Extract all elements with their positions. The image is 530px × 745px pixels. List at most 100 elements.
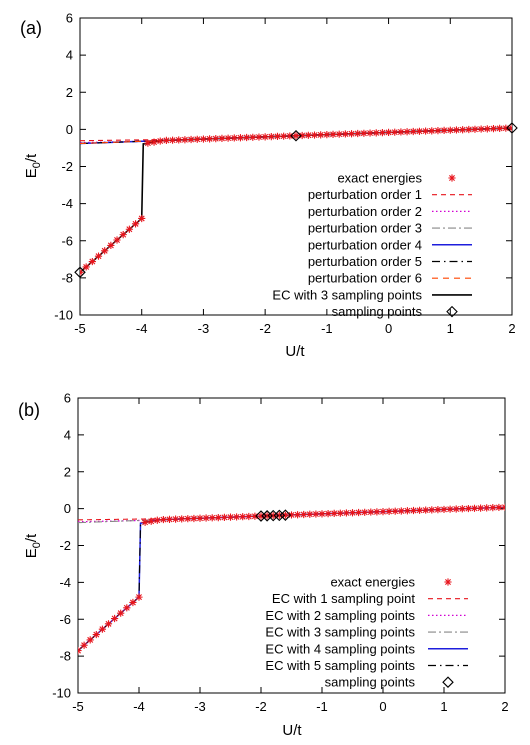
exact-energy-point <box>495 503 503 512</box>
exact-energy-point <box>348 509 357 517</box>
exact-energy-point <box>230 134 238 142</box>
exact-energy-point <box>324 510 332 518</box>
sampling-point <box>290 129 302 142</box>
exact-energy-point <box>286 132 294 140</box>
exact-energy-point <box>190 514 198 523</box>
exact-energy-point <box>165 515 174 523</box>
exact-energy-point <box>440 126 448 135</box>
exact-energy-point <box>141 518 149 526</box>
exact-energy-point <box>113 236 121 244</box>
exact-energy-point <box>342 509 350 517</box>
exact-energy-point <box>312 510 320 518</box>
exact-energy-point <box>385 507 393 516</box>
exact-energy-point <box>496 124 504 133</box>
x-tick-label: -3 <box>198 321 210 336</box>
legend-entry: perturbation order 3 <box>308 221 472 236</box>
exact-energy-point <box>208 514 216 522</box>
exact-energy-point <box>212 135 220 143</box>
exact-energy-point <box>415 127 424 135</box>
y-axis-label-subscript: 0 <box>31 542 43 548</box>
exact-energy-point <box>367 508 375 516</box>
exact-energy-point <box>446 126 454 134</box>
exact-energy-point <box>273 132 282 141</box>
y-tick-label: -4 <box>61 196 73 211</box>
exact-energy-point <box>239 513 247 521</box>
legend-entry: perturbation order 1 <box>308 187 472 202</box>
y-tick-label: 4 <box>64 427 71 442</box>
exact-energy-point <box>397 507 405 515</box>
legend-entry: exact energies <box>330 575 452 590</box>
exact-energy-point <box>245 512 253 521</box>
x-tick-label: 0 <box>379 699 386 714</box>
exact-energy-point <box>489 125 498 133</box>
exact-energy-point <box>178 515 186 523</box>
x-axis-label: U/t <box>285 343 305 360</box>
exact-energy-point <box>92 630 100 639</box>
exact-energy-point <box>355 508 363 517</box>
exact-energy-point <box>187 135 195 144</box>
legend-label: sampling points <box>332 304 423 319</box>
x-axis-label: U/t <box>282 722 302 739</box>
legend-entry: EC with 3 sampling points <box>272 287 472 302</box>
legend-entry: EC with 1 sampling point <box>272 591 468 606</box>
exact-energy-point <box>422 127 430 135</box>
exact-energy-point <box>202 514 210 522</box>
y-tick-label: 6 <box>64 391 71 406</box>
exact-energy-point <box>470 504 479 512</box>
x-tick-label: -5 <box>74 321 86 336</box>
sampling-point <box>261 510 273 522</box>
exact-energy-point <box>280 132 288 140</box>
chart-panel-a: (a)-5 -4 -3 -2 -1 0 1 2-10-8-6-4-20246U/tE0/tex… <box>20 11 518 360</box>
exact-energy-point <box>236 134 245 142</box>
exact-energy-point <box>318 510 326 518</box>
series-line <box>80 127 512 273</box>
chart-panel-b: (b)-5 -4 -3 -2 -1 0 1 2-10-8-6-4-20246U/tE0/tex… <box>18 391 509 740</box>
exact-energy-point <box>129 598 137 607</box>
y-axis-label: E0/t <box>23 153 43 178</box>
y-tick-label: 2 <box>66 85 73 100</box>
sampling-point <box>279 509 292 521</box>
exact-energy-point <box>471 125 479 133</box>
exact-energy-point <box>287 511 296 519</box>
exact-energy-point <box>347 130 356 138</box>
legend-entry: EC with 3 sampling points <box>265 625 468 640</box>
x-tick-label: 2 <box>508 321 515 336</box>
y-tick-label: -10 <box>54 308 73 323</box>
exact-energy-point <box>267 133 275 141</box>
x-tick-label: -5 <box>72 699 84 714</box>
x-tick-label: -4 <box>136 321 148 336</box>
sampling-point <box>273 509 286 522</box>
exact-energy-point <box>196 514 204 522</box>
exact-energy-point <box>184 515 192 523</box>
y-tick-label: -6 <box>61 233 73 248</box>
exact-energy-point <box>220 513 228 521</box>
exact-energy-point <box>446 505 454 513</box>
exact-energy-point <box>257 512 265 520</box>
exact-energy-point <box>153 516 161 524</box>
exact-energy-point <box>233 513 241 521</box>
exact-energy-point <box>175 136 183 144</box>
x-tick-label: -3 <box>194 699 206 714</box>
exact-energy-point <box>384 128 393 137</box>
exact-energy-point <box>501 503 505 511</box>
y-axis-label-subscript: 0 <box>31 162 43 168</box>
exact-energy-point <box>422 506 430 514</box>
legend-label: perturbation order 4 <box>308 237 422 252</box>
exact-energy-point <box>366 129 374 137</box>
exact-energy-point <box>489 504 497 512</box>
sampling-point <box>267 509 279 522</box>
legend-label: perturbation order 3 <box>308 221 422 236</box>
exact-energy-point <box>440 505 448 514</box>
exact-energy-point <box>144 139 152 147</box>
y-axis-label-tail: /t <box>23 533 40 542</box>
legend-label: EC with 2 sampling points <box>265 608 415 623</box>
y-tick-label: 4 <box>66 48 73 63</box>
exact-energy-point <box>138 214 146 223</box>
exact-energy-point <box>82 263 90 271</box>
y-tick-label: 0 <box>66 122 73 137</box>
plot-area <box>80 124 512 276</box>
exact-energy-point <box>117 609 125 617</box>
exact-energy-point <box>403 507 411 515</box>
exact-energy-point <box>193 135 201 143</box>
